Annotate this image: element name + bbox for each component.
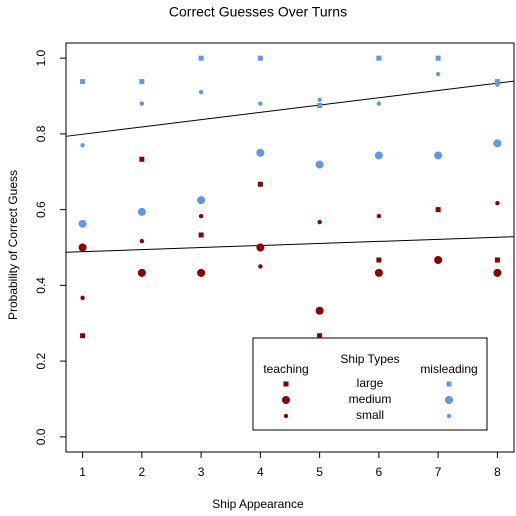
y-tick-label: 0.2	[34, 352, 48, 369]
marker-medium	[445, 396, 453, 404]
y-tick-label: 1.0	[34, 49, 48, 66]
x-tick-label: 1	[79, 465, 86, 479]
x-tick-label: 8	[494, 465, 501, 479]
marker-medium	[315, 160, 324, 169]
marker-medium	[197, 196, 206, 205]
marker-small	[139, 101, 145, 106]
marker-large	[494, 257, 500, 263]
marker-large	[257, 181, 263, 187]
marker-medium	[282, 396, 290, 404]
marker-small	[198, 213, 204, 219]
y-tick-label: 0.6	[34, 201, 48, 218]
x-tick-label: 6	[376, 465, 383, 479]
marker-small	[283, 413, 289, 419]
marker-medium	[493, 139, 502, 148]
marker-medium	[197, 268, 206, 277]
marker-medium	[434, 255, 443, 264]
marker-large	[257, 55, 263, 61]
x-tick-label: 7	[435, 465, 442, 479]
marker-small	[258, 101, 263, 106]
marker-small	[435, 207, 441, 212]
marker-large	[198, 232, 204, 238]
chart-title: Correct Guesses Over Turns	[169, 4, 347, 20]
marker-small	[317, 97, 322, 103]
marker-medium	[78, 219, 87, 228]
x-tick-label: 3	[198, 465, 205, 479]
marker-small	[258, 264, 263, 269]
marker-large	[317, 333, 323, 339]
x-axis-label: Ship Appearance	[212, 497, 304, 511]
y-tick-label: 0.8	[34, 125, 48, 142]
legend-size: small	[356, 408, 384, 422]
marker-large	[376, 257, 382, 263]
marker-medium	[256, 243, 265, 252]
marker-large	[139, 156, 145, 162]
marker-medium	[137, 268, 146, 277]
marker-large	[80, 79, 86, 85]
marker-large	[283, 381, 289, 387]
marker-large	[198, 55, 204, 61]
marker-large	[139, 79, 145, 85]
y-tick-label: 0.4	[34, 277, 48, 294]
marker-large	[317, 102, 323, 108]
marker-small	[495, 82, 500, 87]
marker-medium	[137, 207, 146, 216]
marker-small	[376, 101, 382, 106]
plot-box	[65, 42, 515, 453]
marker-large	[446, 381, 452, 387]
x-tick-label: 2	[139, 465, 146, 479]
trend-line	[65, 80, 515, 137]
legend-group: teaching	[263, 362, 308, 376]
legend-title: Ship Types	[340, 352, 399, 366]
y-tick-label: 0.0	[34, 428, 48, 445]
legend-size: large	[357, 376, 384, 390]
legend-group: misleading	[420, 362, 477, 376]
marker-large	[494, 79, 500, 85]
marker-large	[435, 55, 441, 61]
marker-medium	[315, 306, 324, 315]
marker-small	[446, 413, 452, 419]
marker-small	[80, 295, 85, 301]
marker-small	[198, 90, 204, 95]
marker-medium	[256, 148, 265, 157]
marker-small	[376, 213, 382, 219]
marker-medium	[374, 268, 383, 277]
marker-medium	[78, 243, 87, 252]
trend-line	[65, 236, 515, 253]
marker-small	[139, 238, 145, 244]
marker-small	[80, 143, 85, 148]
x-tick-label: 5	[316, 465, 323, 479]
marker-small	[317, 219, 322, 225]
marker-medium	[434, 151, 443, 160]
y-axis-label: Probability of Correct Guess	[6, 170, 20, 320]
x-tick-label: 4	[257, 465, 264, 479]
marker-large	[80, 333, 86, 339]
legend-size: medium	[349, 392, 392, 406]
marker-small	[495, 200, 500, 206]
marker-medium	[493, 268, 502, 277]
marker-small	[435, 71, 441, 77]
marker-medium	[374, 151, 383, 160]
marker-large	[376, 55, 382, 61]
